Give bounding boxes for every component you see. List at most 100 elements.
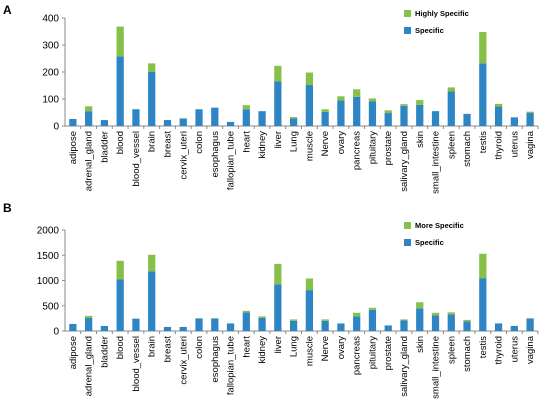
panel-b-legend-label: Specific — [415, 238, 444, 247]
panel-b-bar-specific-testis — [479, 278, 487, 331]
panel-b-bar-more-specific-testis — [479, 253, 487, 279]
panel-b-bar-specific-pancreas — [353, 316, 361, 331]
panel-b-bar-more-specific-Lung — [289, 319, 298, 321]
panel-a-bar-specific-thyroid — [494, 106, 503, 126]
panel-a-x-tick-label: breast — [162, 131, 173, 158]
panel-b-x-tick-label: blood — [115, 336, 126, 359]
panel-b-bar-specific-uterus — [510, 325, 518, 331]
panel-b-x-tick-label: salivary_gland — [399, 336, 410, 397]
panel-a-bar-specific-esophagus — [211, 107, 219, 126]
panel-b-x-tick-label: fallopian_tube — [226, 336, 237, 395]
panel-a-x-tick-label: prostate — [383, 131, 394, 165]
panel-b-legend-swatch — [404, 222, 411, 229]
panel-b-bar-specific-kidney — [258, 317, 266, 331]
panel-b-label: B — [3, 201, 12, 215]
panel-b-bar-specific-Lung — [289, 320, 298, 331]
panel-a-x-tick-label: adrenal_gland — [84, 131, 95, 191]
panel-b-bar-specific-small_intestine — [431, 315, 440, 331]
panel-a-bar-highly-specific-prostate — [384, 110, 392, 114]
panel-b-bar-specific-adrenal_gland — [85, 317, 93, 331]
panel-a-y-tick-label: 0 — [53, 122, 59, 133]
panel-a-bar-specific-breast — [163, 120, 172, 126]
panel-a-x-tick-label: ovary — [336, 131, 347, 154]
panel-a-bar-highly-specific-skin — [416, 100, 424, 105]
panel-b-bar-specific-vagina — [526, 318, 534, 332]
panel-b-x-tick-label: prostate — [383, 336, 394, 370]
panel-a-bar-highly-specific-Nerve — [321, 109, 329, 112]
panel-a-y-tick-label: 100 — [42, 95, 59, 106]
panel-b-x-tick-label: esophagus — [210, 336, 221, 383]
panel-a-bar-specific-heart — [242, 109, 250, 126]
panel-a-chart: A 0 100 200 300 400 adipose adrenal_gland bladd… — [3, 3, 539, 194]
panel-a-x-tick-label: testis — [478, 131, 489, 153]
panel-b-x-tick-label: pituitary — [367, 336, 378, 370]
panel-a-x-tick-label: blood — [115, 131, 126, 154]
panel-b-bar-more-specific-pancreas — [353, 312, 361, 317]
panel-b-legend-swatch — [404, 239, 411, 246]
panel-b-y-tick-label: 1500 — [37, 251, 60, 262]
panel-b-x-tick-label: kidney — [257, 336, 268, 364]
panel-b-x-tick-label: stomach — [462, 336, 473, 372]
panel-b-bar-more-specific-muscle — [305, 278, 314, 291]
panel-a-bar-specific-salivary_gland — [400, 105, 408, 126]
panel-a-bar-highly-specific-liver — [274, 65, 282, 82]
panel-b-bar-specific-spleen — [447, 314, 455, 331]
panel-a-x-tick-label: stomach — [462, 131, 473, 167]
panel-b-bar-specific-heart — [242, 312, 250, 331]
panel-a-bar-specific-cervix_uteri — [179, 118, 187, 126]
panel-b-bar-more-specific-blood — [116, 260, 124, 280]
panel-b-bar-specific-liver — [274, 284, 282, 331]
panel-b-bar-specific-Nerve — [321, 320, 329, 331]
panel-a-label: A — [3, 3, 12, 17]
panel-a-x-tick-label: kidney — [257, 131, 268, 159]
panel-a-x-tick-label: heart — [241, 131, 252, 153]
panel-b-x-tick-label: testis — [478, 336, 489, 358]
panel-b-y-tick-label: 0 — [53, 327, 59, 338]
panel-a-bar-specific-pituitary — [368, 101, 377, 126]
panel-b-x-tick-label: skin — [415, 336, 426, 353]
panel-b-x-tick-label: cervix_uteri — [178, 336, 189, 385]
panel-b-bar-specific-cervix_uteri — [179, 326, 187, 331]
panel-a-x-tick-label: skin — [415, 131, 426, 148]
panel-a-bar-highly-specific-adrenal_gland — [85, 106, 93, 112]
panel-a-y-tick-label: 200 — [42, 68, 59, 79]
panel-b-y-tick-label: 2000 — [37, 226, 60, 237]
panel-a-x-tick-label: cervix_uteri — [178, 131, 189, 180]
panel-a-bar-highly-specific-thyroid — [494, 103, 503, 107]
panel-a-bar-specific-small_intestine — [431, 111, 440, 126]
panel-b-bar-specific-colon — [195, 318, 203, 332]
panel-a-bar-specific-adrenal_gland — [85, 111, 93, 126]
panel-a-bar-specific-blood — [116, 56, 124, 127]
panel-a-x-tick-label: Lung — [289, 131, 300, 152]
panel-a-x-tick-label: colon — [194, 131, 205, 154]
panel-b-x-tick-label: bladder — [99, 336, 110, 368]
panel-a-x-tick-label: small_intestine — [431, 131, 442, 194]
panel-b-x-tick-label: uterus — [509, 336, 520, 363]
panel-b-x-tick-label: spleen — [446, 336, 457, 364]
panel-b-bar-specific-salivary_gland — [400, 320, 408, 331]
panel-a-bar-specific-stomach — [463, 113, 471, 126]
panel-a-bar-highly-specific-testis — [479, 32, 487, 64]
panel-a-x-tick-label: salivary_gland — [399, 131, 410, 192]
panel-b-bar-specific-adipose — [69, 323, 77, 331]
panel-b-bar-specific-pituitary — [368, 309, 377, 331]
panel-b-x-tick-label: ovary — [336, 336, 347, 359]
panel-a-x-tick-label: uterus — [509, 131, 520, 158]
panel-b-x-tick-label: colon — [194, 336, 205, 359]
panel-b-y-tick-label: 500 — [42, 301, 59, 312]
panel-a-x-tick-label: fallopian_tube — [226, 131, 237, 190]
panel-a-x-tick-label: esophagus — [210, 131, 221, 178]
panel-a-bar-specific-muscle — [305, 84, 314, 126]
panel-b-x-tick-label: breast — [162, 336, 173, 363]
panel-a-y-tick-label: 400 — [42, 14, 59, 25]
panel-a-x-tick-label: adipose — [68, 131, 79, 164]
panel-b-x-tick-label: heart — [241, 336, 252, 358]
panel-a-bar-highly-specific-pancreas — [353, 89, 361, 97]
panel-b-bar-specific-muscle — [305, 290, 314, 331]
panel-a-bar-specific-kidney — [258, 111, 266, 126]
panel-a-bar-specific-spleen — [447, 91, 455, 126]
panel-b-bar-more-specific-Nerve — [321, 319, 329, 321]
panel-b-bar-specific-bladder — [100, 325, 109, 331]
panel-b-bar-more-specific-small_intestine — [431, 312, 440, 316]
